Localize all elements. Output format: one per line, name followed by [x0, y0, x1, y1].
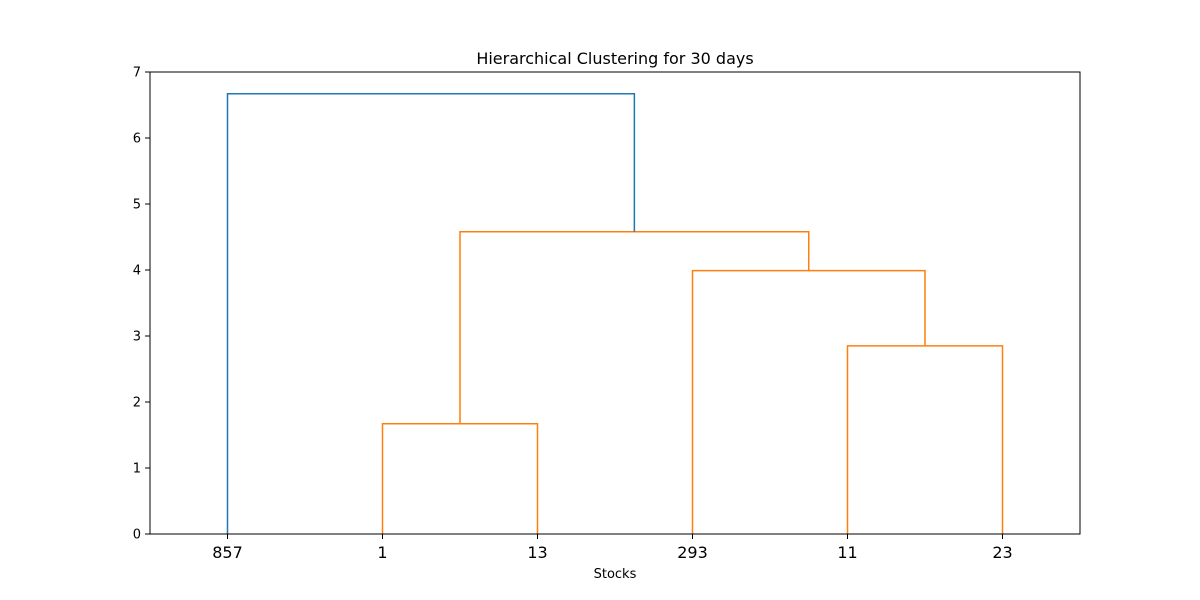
leaf-label-857: 857 [212, 543, 243, 562]
y-tick-label: 1 [133, 462, 141, 477]
dendrogram-link-4 [459, 230, 810, 424]
y-tick-label: 0 [133, 528, 141, 543]
dendrogram-link-3 [691, 269, 926, 534]
leaf-label-11: 11 [837, 543, 857, 562]
x-axis: 857 1 13 293 11 23 [212, 534, 1013, 562]
leaf-label-23: 23 [992, 543, 1012, 562]
y-tick-label: 2 [133, 396, 141, 411]
dendrogram-link-2 [846, 345, 1004, 534]
dendrogram-link-1 [381, 423, 539, 534]
leaf-label-1: 1 [377, 543, 387, 562]
plot-frame [149, 71, 1081, 535]
y-tick-label: 7 [133, 66, 141, 81]
y-tick-label: 6 [133, 132, 141, 147]
y-tick-label: 3 [133, 330, 141, 345]
leaf-label-13: 13 [527, 543, 547, 562]
y-tick-label: 4 [133, 264, 141, 279]
y-tick-label: 5 [133, 198, 141, 213]
dendrogram-links [226, 93, 1004, 534]
y-axis: 0 1 2 3 4 5 6 7 [133, 66, 150, 543]
dendrogram-link-5 [226, 93, 636, 534]
x-axis-label: Stocks [594, 567, 637, 582]
leaf-label-293: 293 [677, 543, 708, 562]
chart-title: Hierarchical Clustering for 30 days [476, 49, 753, 68]
